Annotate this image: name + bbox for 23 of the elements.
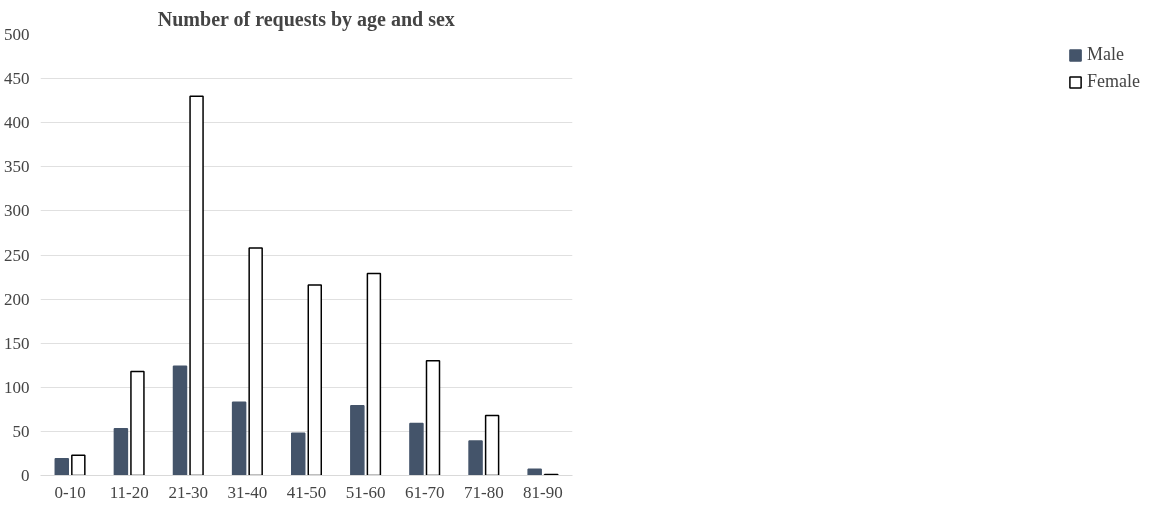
x-tick-label: 21-30 [168, 482, 209, 502]
x-tick-label: 41-50 [286, 482, 327, 502]
x-tick-label: 71-80 [464, 482, 504, 502]
x-tick-label: 61-70 [404, 482, 445, 502]
x-tick-label: 31-40 [227, 482, 268, 502]
x-tick-label: 81-90 [523, 482, 563, 502]
y-tick-label: 150 [4, 333, 30, 353]
y-tick-label: 400 [4, 113, 30, 133]
y-tick-label: 100 [4, 377, 30, 397]
chart-title: Number of requests by age and sex [157, 7, 455, 31]
y-tick-label: 350 [4, 157, 30, 177]
y-tick-label: 250 [4, 245, 30, 265]
x-tick-label: 11-20 [109, 482, 149, 502]
y-tick-label: 300 [4, 201, 30, 221]
legend-label: Male [1087, 44, 1124, 65]
y-tick-label: 50 [12, 421, 30, 441]
x-tick-label: 0-10 [54, 482, 86, 502]
legend-label: Female [1087, 71, 1140, 92]
y-tick-label: 0 [21, 466, 30, 485]
y-tick-label: 450 [4, 69, 30, 89]
y-tick-label: 200 [4, 289, 30, 309]
x-tick-label: 51-60 [345, 482, 386, 502]
y-tick-label: 500 [4, 25, 30, 44]
